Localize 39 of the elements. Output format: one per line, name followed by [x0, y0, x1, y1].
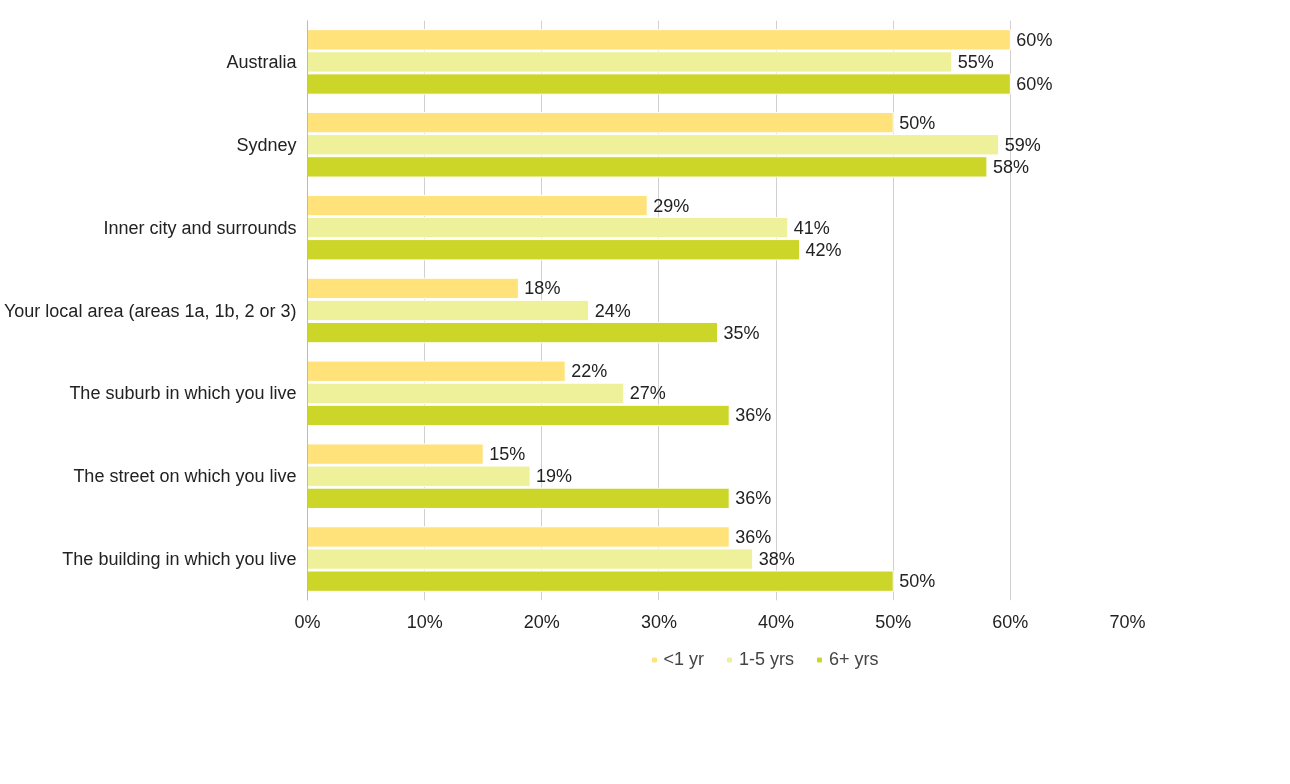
data-label: 38% [758, 549, 795, 570]
legend-label: 6+ yrs [829, 648, 879, 670]
x-tick-label: 40% [758, 611, 795, 632]
data-label: 41% [793, 217, 830, 238]
legend-label: <1 yr [663, 648, 704, 670]
data-label: 55% [957, 51, 994, 72]
data-label: 24% [594, 300, 631, 321]
y-tick-label: Your local area (areas 1a, 1b, 2 or 3) [3, 300, 297, 321]
x-tick-label: 10% [406, 611, 443, 632]
y-tick-label: Sydney [236, 134, 297, 155]
y-tick-label: Inner city and surrounds [103, 217, 297, 238]
y-tick-label: The street on which you live [73, 466, 297, 487]
y-tick-label: The suburb in which you live [69, 383, 297, 404]
y-tick-label: Australia [226, 51, 298, 72]
x-tick-label: 20% [523, 611, 560, 632]
legend-label: 1-5 yrs [738, 648, 795, 670]
data-label: 59% [1004, 134, 1041, 155]
data-label: 15% [489, 444, 526, 465]
data-label: 19% [536, 466, 573, 487]
x-tick-label: 30% [640, 611, 677, 632]
x-tick-label: 0% [294, 611, 321, 632]
data-label: 60% [1016, 74, 1053, 95]
data-label: 42% [805, 239, 842, 260]
data-label: 35% [723, 322, 760, 343]
data-label: 50% [899, 571, 936, 592]
data-label: 29% [653, 195, 690, 216]
x-tick-label: 70% [1109, 611, 1146, 632]
y-tick-label: The building in which you live [62, 549, 297, 570]
data-label: 50% [899, 112, 936, 133]
data-label: 22% [571, 361, 608, 382]
data-label: 36% [735, 488, 772, 509]
data-label: 60% [1016, 29, 1053, 50]
data-label: 18% [524, 278, 561, 299]
data-label: 58% [992, 156, 1029, 177]
data-label: 36% [735, 405, 772, 426]
data-label: 36% [735, 526, 772, 547]
x-tick-label: 60% [992, 611, 1029, 632]
x-tick-label: 50% [875, 611, 912, 632]
data-label: 27% [629, 383, 666, 404]
